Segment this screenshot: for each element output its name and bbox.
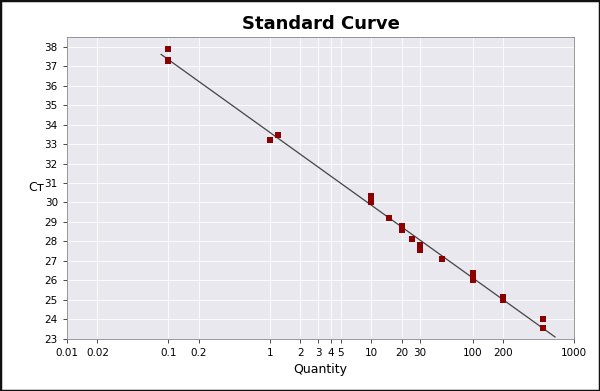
Point (499, 297, 508, 303)
Point (164, 58, 173, 65)
Point (397, 226, 406, 233)
Point (367, 199, 376, 206)
Y-axis label: Cᴛ: Cᴛ (28, 181, 44, 194)
Point (539, 325, 548, 331)
Point (397, 223, 406, 229)
Point (164, 46, 173, 52)
Point (397, 224, 406, 230)
Point (437, 256, 447, 262)
Point (367, 192, 376, 199)
Point (384, 215, 394, 221)
Point (468, 272, 478, 278)
Point (415, 242, 424, 248)
Point (499, 296, 508, 302)
Point (407, 236, 416, 242)
Point (468, 270, 478, 276)
Title: Standard Curve: Standard Curve (242, 15, 400, 33)
Point (415, 247, 424, 253)
Point (539, 316, 548, 322)
Point (164, 57, 173, 64)
Point (468, 277, 478, 283)
X-axis label: Quantity: Quantity (293, 363, 347, 376)
Point (273, 132, 283, 138)
Point (415, 244, 424, 250)
Point (265, 137, 275, 143)
Point (499, 294, 508, 300)
